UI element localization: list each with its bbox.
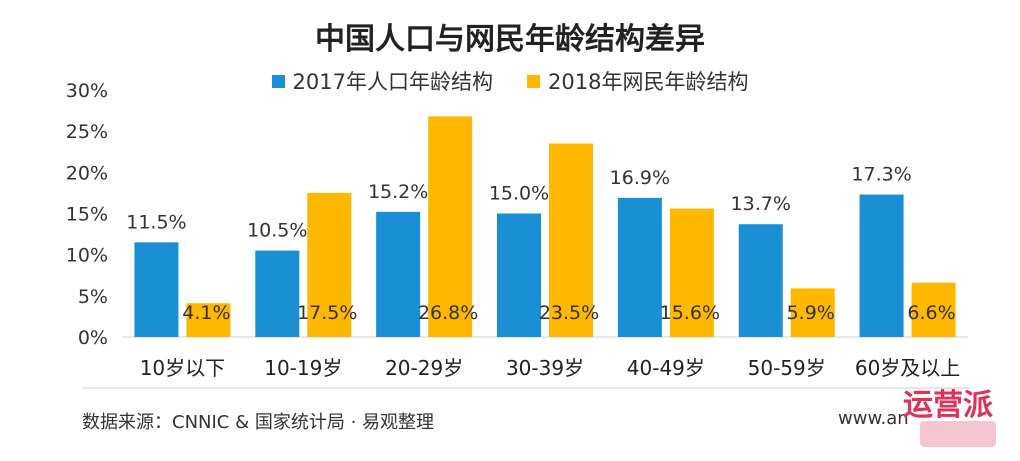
logo-text: 运营派	[903, 388, 993, 423]
x-category-label: 30-39岁	[506, 356, 584, 380]
x-category-label: 50-59岁	[748, 356, 826, 380]
data-label-2017: 10.5%	[247, 220, 307, 242]
legend-item-2017: 2017年人口年龄结构	[271, 66, 493, 96]
y-tick-label: 0%	[78, 327, 108, 349]
bar-2018	[549, 143, 593, 337]
legend-swatch-2017	[271, 74, 285, 88]
legend: 2017年人口年龄结构 2018年网民年龄结构	[0, 66, 1020, 96]
bar-2017	[134, 242, 179, 337]
bar-2018	[911, 282, 956, 337]
legend-swatch-2018	[527, 74, 540, 88]
watermark-url: www.an	[838, 408, 909, 429]
data-label-2018: 5.9%	[787, 302, 835, 324]
y-tick-label: 5%	[78, 286, 108, 308]
bar-2017	[376, 211, 421, 337]
data-label-2018: 15.6%	[660, 302, 720, 324]
data-label-2018: 17.5%	[297, 302, 357, 324]
data-label-2017: 17.3%	[851, 164, 911, 186]
bar-2017	[255, 250, 300, 337]
bar-2018	[307, 192, 352, 337]
legend-label-2017: 2017年人口年龄结构	[292, 70, 493, 94]
bar-2017	[617, 197, 662, 337]
data-label-2018: 4.1%	[182, 302, 230, 324]
y-tick-label: 30%	[66, 80, 108, 102]
data-label-2018: 6.6%	[907, 302, 955, 324]
data-label-2017: 16.9%	[610, 167, 670, 189]
x-category-label: 40-49岁	[627, 356, 705, 380]
bar-2018	[790, 288, 835, 337]
legend-label-2018: 2018年网民年龄结构	[548, 70, 749, 94]
data-source-note: 数据来源：CNNIC & 国家统计局 · 易观整理	[82, 412, 435, 433]
data-label-2018: 26.8%	[418, 302, 478, 324]
data-label-2017: 15.0%	[489, 183, 549, 205]
data-label-2017: 11.5%	[126, 211, 186, 233]
y-tick-label: 25%	[66, 121, 108, 143]
x-category-label: 20-29岁	[385, 356, 463, 380]
data-label-2017: 15.2%	[368, 181, 428, 203]
legend-item-2018: 2018年网民年龄结构	[527, 66, 748, 96]
y-tick-label: 10%	[66, 245, 108, 267]
bar-2018	[669, 208, 714, 337]
chart-title: 中国人口与网民年龄结构差异	[315, 22, 705, 57]
bar-2017	[859, 194, 904, 337]
x-category-label: 10-19岁	[264, 356, 342, 380]
x-category-label: 10岁以下	[140, 356, 225, 380]
watermark-logo: 运营派	[903, 388, 996, 447]
bar-2017	[497, 213, 541, 337]
y-tick-label: 15%	[66, 204, 108, 226]
bar-2018	[428, 116, 473, 337]
bar-2017	[738, 224, 783, 337]
x-category-label: 60岁及以上	[855, 356, 960, 380]
data-label-2017: 13.7%	[731, 193, 791, 215]
y-tick-label: 20%	[66, 162, 108, 184]
bar-2018	[186, 303, 231, 337]
data-label-2018: 23.5%	[539, 302, 599, 324]
